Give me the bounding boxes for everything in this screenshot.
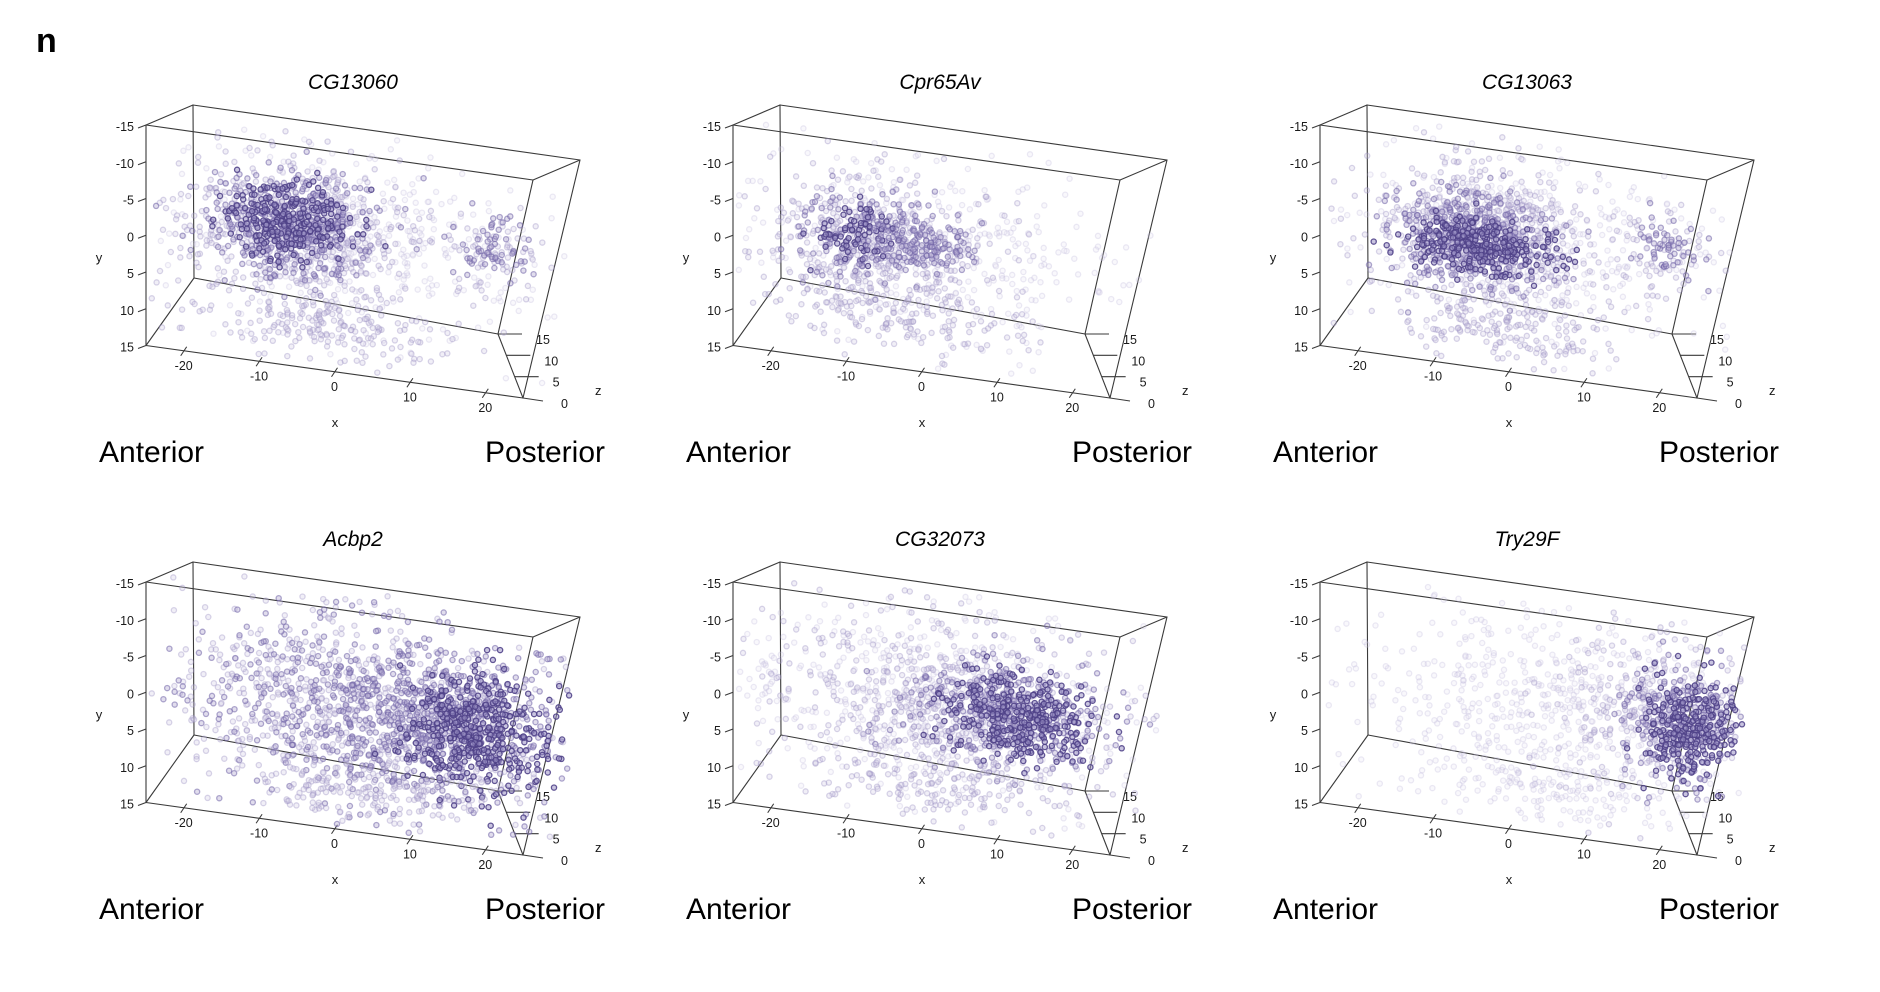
svg-text:5: 5: [1140, 376, 1147, 390]
posterior-label: Posterior: [484, 436, 605, 469]
svg-text:x: x: [1506, 415, 1513, 430]
plot-title: CG13060: [308, 71, 398, 94]
direction-labels: Anterior Posterior: [1259, 893, 1799, 933]
svg-text:15: 15: [1710, 333, 1724, 347]
svg-text:15: 15: [536, 333, 550, 347]
plot-cell-cg13063: CG13063 -15 -10 -5 0 5 10 15 -20 -10 0 10 20 15 10 5 0 y…: [1259, 55, 1799, 495]
svg-text:-5: -5: [1297, 194, 1308, 208]
anterior-label: Anterior: [686, 893, 792, 926]
svg-text:5: 5: [553, 376, 560, 390]
plot-cell-cpr65av: Cpr65Av -15 -10 -5 0 5 10 15 -20 -10 0 10 20 15 10 5 0 y…: [672, 55, 1212, 495]
svg-text:-10: -10: [116, 157, 134, 171]
svg-text:20: 20: [478, 401, 492, 415]
svg-text:y: y: [1270, 250, 1277, 265]
svg-text:y: y: [96, 250, 103, 265]
svg-text:0: 0: [127, 230, 134, 244]
svg-text:10: 10: [1131, 354, 1145, 368]
direction-labels: Anterior Posterior: [672, 436, 1212, 476]
svg-text:10: 10: [120, 304, 134, 318]
svg-text:20: 20: [1652, 401, 1666, 415]
posterior-label: Posterior: [1071, 893, 1192, 926]
svg-text:15: 15: [1123, 333, 1137, 347]
svg-text:-15: -15: [703, 120, 721, 134]
direction-labels: Anterior Posterior: [672, 893, 1212, 933]
svg-text:-20: -20: [1349, 359, 1367, 373]
svg-text:10: 10: [403, 390, 417, 404]
svg-text:0: 0: [714, 230, 721, 244]
posterior-label: Posterior: [1658, 893, 1779, 926]
posterior-label: Posterior: [1658, 436, 1779, 469]
svg-text:-10: -10: [250, 369, 268, 383]
plot-cell-acbp2: Acbp2 -15 -10 -5 0 5 10 15 -20 -10 0 10 20 15 10 5 0 y x z…: [85, 512, 625, 952]
svg-text:-5: -5: [123, 194, 134, 208]
svg-text:15: 15: [1294, 341, 1308, 355]
svg-text:-15: -15: [116, 120, 134, 134]
svg-text:0: 0: [1505, 380, 1512, 394]
svg-text:0: 0: [1735, 397, 1742, 411]
svg-text:z: z: [595, 383, 602, 398]
plot-title: CG32073: [895, 528, 985, 551]
svg-text:-10: -10: [703, 157, 721, 171]
anterior-label: Anterior: [1273, 893, 1379, 926]
svg-text:-20: -20: [175, 359, 193, 373]
svg-text:z: z: [1182, 383, 1189, 398]
svg-text:5: 5: [1301, 267, 1308, 281]
svg-text:y: y: [683, 250, 690, 265]
plot-title: Cpr65Av: [899, 71, 981, 94]
plot-cell-try29f: Try29F -15-10-5051015-20-1001020151050yx…: [1259, 512, 1799, 952]
svg-text:15: 15: [120, 341, 134, 355]
svg-text:20: 20: [1065, 401, 1079, 415]
svg-text:-10: -10: [1424, 369, 1442, 383]
svg-text:5: 5: [127, 267, 134, 281]
direction-labels: Anterior Posterior: [1259, 436, 1799, 476]
svg-text:10: 10: [707, 304, 721, 318]
svg-text:5: 5: [1727, 376, 1734, 390]
svg-text:10: 10: [544, 354, 558, 368]
direction-labels: Anterior Posterior: [85, 893, 625, 933]
anterior-label: Anterior: [1273, 436, 1379, 469]
plot-title: CG13063: [1482, 71, 1572, 94]
direction-labels: Anterior Posterior: [85, 436, 625, 476]
svg-text:x: x: [919, 415, 926, 430]
svg-text:5: 5: [714, 267, 721, 281]
svg-text:10: 10: [1577, 390, 1591, 404]
anterior-label: Anterior: [99, 436, 205, 469]
panel-label: n: [36, 22, 57, 60]
svg-text:0: 0: [918, 380, 925, 394]
svg-text:-20: -20: [762, 359, 780, 373]
svg-text:z: z: [1769, 383, 1776, 398]
plot-title: Acbp2: [323, 528, 383, 551]
svg-text:15: 15: [707, 341, 721, 355]
svg-text:-5: -5: [710, 194, 721, 208]
plot-title: Try29F: [1494, 528, 1560, 551]
plot-cell-cg32073: CG32073 -15 -10 -5 0 5 10 15 -20 -10 0 10 20 15 10 5 0 y…: [672, 512, 1212, 952]
svg-text:0: 0: [1148, 397, 1155, 411]
anterior-label: Anterior: [686, 436, 792, 469]
svg-text:-15: -15: [1290, 120, 1308, 134]
svg-text:0: 0: [1301, 230, 1308, 244]
svg-text:-10: -10: [837, 369, 855, 383]
svg-text:10: 10: [990, 390, 1004, 404]
svg-text:x: x: [332, 415, 339, 430]
svg-text:-10: -10: [1290, 157, 1308, 171]
svg-text:0: 0: [331, 380, 338, 394]
anterior-label: Anterior: [99, 893, 205, 926]
svg-text:10: 10: [1718, 354, 1732, 368]
plot-cell-cg13060: CG13060 -15 -10 -5 0 5 10 15 -20 -10 0 10 20 15 10 5 0 y…: [85, 55, 625, 495]
svg-text:0: 0: [561, 397, 568, 411]
posterior-label: Posterior: [484, 893, 605, 926]
posterior-label: Posterior: [1071, 436, 1192, 469]
svg-text:10: 10: [1294, 304, 1308, 318]
